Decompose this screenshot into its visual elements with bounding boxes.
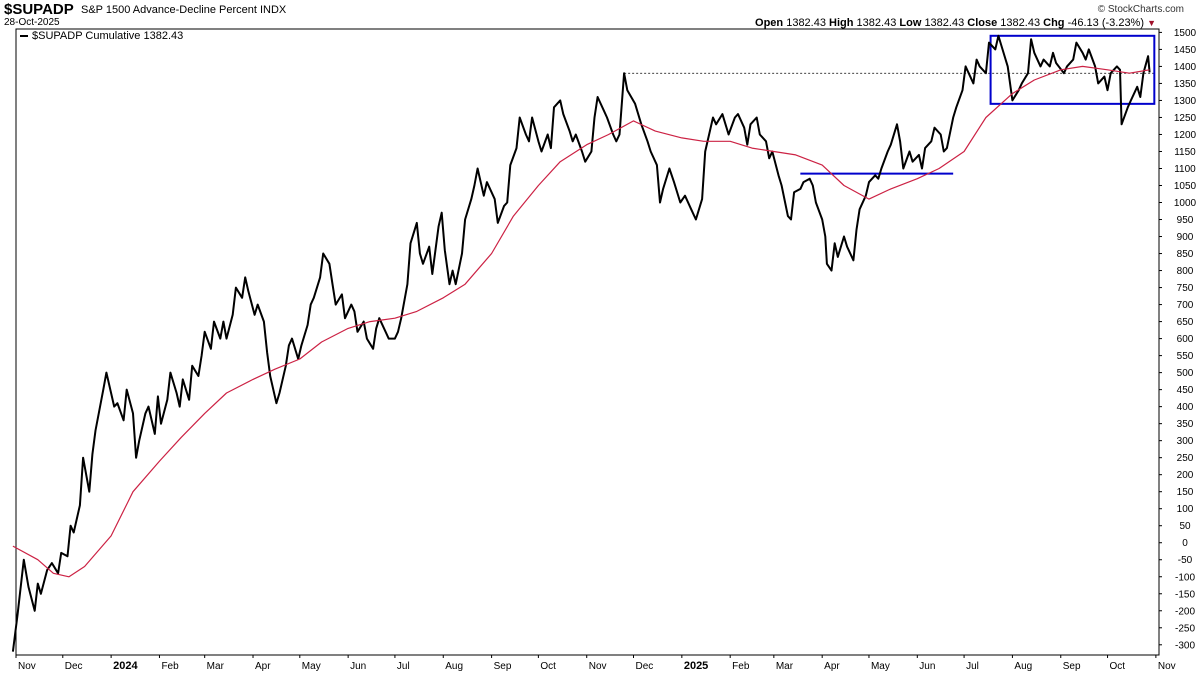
- x-tick-label: Nov: [589, 661, 607, 672]
- description-text: S&P 1500 Advance-Decline Percent: [81, 4, 257, 16]
- y-tick-label: 1450: [1174, 45, 1197, 56]
- x-tick-label: Jul: [397, 661, 410, 672]
- series-line-cumulative: [11, 34, 1151, 652]
- x-tick-label: Jul: [966, 661, 979, 672]
- series-line-moving-average: [12, 65, 1150, 578]
- y-tick-label: 550: [1177, 351, 1194, 362]
- x-tick-label: 2024: [113, 660, 138, 672]
- exchange-text: INDX: [259, 4, 287, 16]
- x-tick-label: Feb: [732, 661, 750, 672]
- x-axis: Nov Dec 2024 Feb Mar Apr May Jun Jul Aug Sep Oct Nov…: [15, 655, 1176, 672]
- open-label: Open: [755, 17, 784, 29]
- y-tick-label: 1300: [1174, 96, 1197, 107]
- y-tick-label: 1350: [1174, 79, 1197, 90]
- x-tick-label: Aug: [445, 661, 463, 672]
- y-tick-label: 100: [1177, 504, 1194, 515]
- y-tick-label: 200: [1177, 470, 1194, 481]
- y-tick-label: 650: [1177, 317, 1194, 328]
- y-tick-label: -300: [1175, 640, 1195, 651]
- x-tick-label: Sep: [1063, 661, 1081, 672]
- y-tick-label: 1400: [1174, 62, 1197, 73]
- x-tick-label: Aug: [1014, 661, 1032, 672]
- y-tick-label: 300: [1177, 436, 1194, 447]
- y-tick-label: 350: [1177, 419, 1194, 430]
- y-tick-label: 700: [1177, 300, 1194, 311]
- low-value: 1382.43: [924, 17, 965, 29]
- price-stats: Open 1382.43 High 1382.43 Low 1382.43 Cl…: [755, 17, 1156, 29]
- chart-date: 28-Oct-2025: [4, 17, 60, 28]
- x-tick-label: Apr: [824, 661, 840, 672]
- x-tick-label: Jun: [350, 661, 366, 672]
- x-tick-label: Dec: [636, 661, 654, 672]
- y-tick-label: 1200: [1174, 130, 1197, 141]
- x-tick-label: Sep: [494, 661, 512, 672]
- low-label: Low: [899, 17, 922, 29]
- open-value: 1382.43: [786, 17, 826, 29]
- high-label: High: [829, 17, 854, 29]
- symbol-title: $SUPADP: [4, 1, 74, 18]
- x-tick-label: Oct: [540, 661, 556, 672]
- close-value: 1382.43: [1000, 17, 1041, 29]
- y-tick-label: 750: [1177, 283, 1194, 294]
- chg-label: Chg: [1043, 17, 1065, 29]
- high-value: 1382.43: [856, 17, 897, 29]
- y-tick-label: 50: [1179, 521, 1191, 532]
- down-arrow-icon: ▼: [1147, 18, 1156, 28]
- x-tick-label: Mar: [207, 661, 225, 672]
- y-axis: -300 -250 -200 -150 -100 -50 0 50 100 150 200 250 30…: [1159, 28, 1197, 651]
- y-tick-label: -100: [1175, 572, 1195, 583]
- y-tick-label: 1500: [1174, 28, 1197, 39]
- y-tick-label: 1050: [1174, 181, 1197, 192]
- y-tick-label: 250: [1177, 453, 1194, 464]
- y-tick-label: 850: [1177, 249, 1194, 260]
- x-tick-label: May: [302, 661, 321, 672]
- range-box: [989, 34, 1156, 105]
- plot-area: [15, 28, 1160, 656]
- legend-swatch: [20, 35, 28, 38]
- symbol-description: S&P 1500 Advance-Decline Percent INDX: [81, 4, 286, 16]
- y-tick-label: 0: [1182, 538, 1188, 549]
- y-tick-label: 1150: [1174, 147, 1196, 158]
- legend: $SUPADP Cumulative 1382.43: [20, 30, 183, 42]
- y-tick-label: 450: [1177, 385, 1194, 396]
- x-tick-label: Dec: [65, 661, 83, 672]
- legend-label: $SUPADP Cumulative 1382.43: [32, 30, 184, 42]
- y-tick-label: 1100: [1174, 164, 1196, 175]
- y-tick-label: -50: [1178, 555, 1193, 566]
- x-tick-label: May: [871, 661, 890, 672]
- x-tick-label: Oct: [1110, 661, 1126, 672]
- chg-value: -46.13 (-3.23%): [1067, 17, 1145, 29]
- y-tick-label: -150: [1175, 589, 1195, 600]
- x-tick-label: Apr: [255, 661, 271, 672]
- x-tick-label: Mar: [776, 661, 794, 672]
- y-tick-label: 500: [1177, 368, 1194, 379]
- y-tick-label: -200: [1175, 606, 1195, 617]
- series-lines: [11, 34, 1151, 652]
- plot-frame: [15, 28, 1160, 656]
- annotations: [624, 34, 1156, 175]
- y-tick-label: 400: [1177, 402, 1194, 413]
- y-tick-label: 1000: [1174, 198, 1197, 209]
- brand-watermark: © StockCharts.com: [1097, 4, 1184, 15]
- y-tick-label: 1250: [1174, 113, 1197, 124]
- close-label: Close: [967, 17, 998, 29]
- y-tick-label: -250: [1175, 623, 1195, 634]
- x-tick-label: Nov: [18, 661, 36, 672]
- y-tick-label: 900: [1177, 232, 1194, 243]
- x-tick-label: Jun: [919, 661, 935, 672]
- y-tick-label: 800: [1177, 266, 1194, 277]
- y-tick-label: 950: [1177, 215, 1194, 226]
- x-tick-label: 2025: [684, 660, 708, 672]
- y-tick-label: 150: [1177, 487, 1194, 498]
- y-tick-label: 600: [1177, 334, 1194, 345]
- x-tick-label: Feb: [161, 661, 179, 672]
- x-tick-label: Nov: [1158, 661, 1176, 672]
